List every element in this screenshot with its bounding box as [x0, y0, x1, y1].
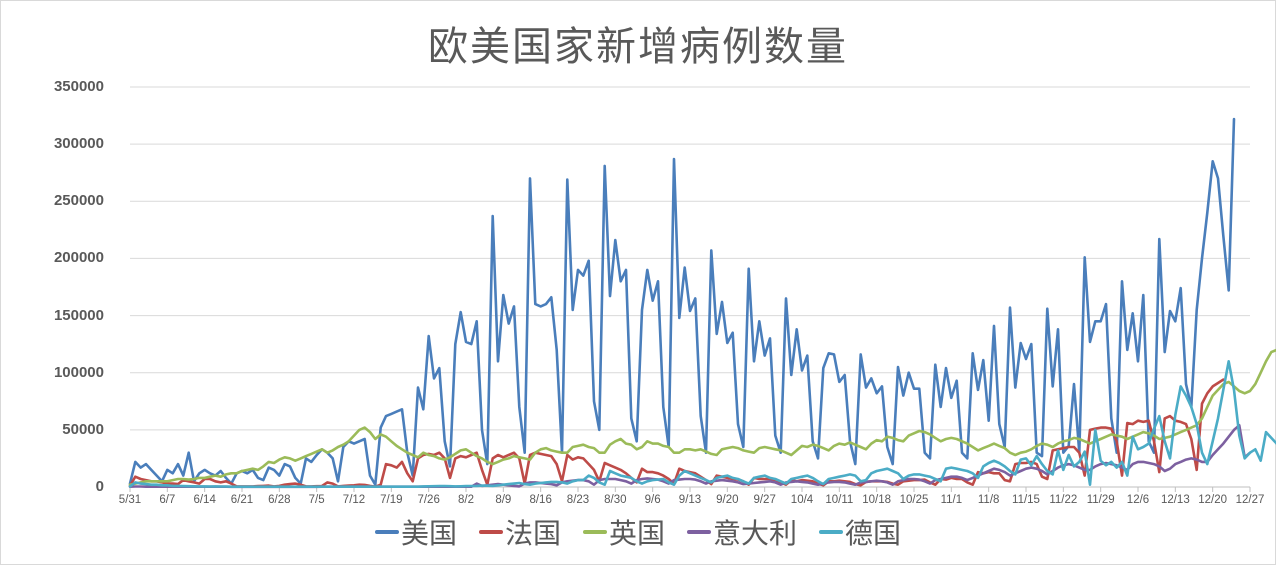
legend-label: 意大利 — [713, 517, 798, 550]
x-tick-label: 10/25 — [899, 494, 929, 506]
legend-label: 美国 — [400, 517, 457, 550]
x-tick-label: 12/20 — [1198, 494, 1228, 506]
series-line-0 — [128, 117, 1236, 487]
x-tick-label: 7/5 — [308, 494, 325, 506]
legend-swatch-icon — [582, 530, 607, 534]
x-tick-label: 9/6 — [644, 494, 661, 506]
x-tick-label: 12/6 — [1126, 494, 1150, 506]
y-tick-label: 50000 — [62, 420, 104, 438]
x-tick-label: 6/28 — [268, 494, 291, 506]
x-tick-label: 8/9 — [495, 494, 512, 506]
legend-label: 英国 — [608, 517, 665, 550]
y-tick-label: 250000 — [53, 192, 104, 210]
x-tick-label: 10/18 — [862, 494, 892, 506]
legend-item: 意大利 — [687, 512, 797, 552]
legend-item: 美国 — [374, 512, 457, 552]
legend-label: 法国 — [504, 517, 561, 550]
legend: 美国 法国 英国 意大利 德国 — [0, 512, 1276, 552]
y-tick-label: 100000 — [53, 363, 104, 381]
x-tick-label: 10/4 — [790, 494, 814, 506]
x-tick-label: 11/29 — [1086, 494, 1115, 506]
x-tick-label: 12/27 — [1235, 494, 1265, 506]
chart-title: 欧美国家新增病例数量 — [428, 24, 848, 70]
legend-swatch-icon — [819, 530, 844, 534]
series-line-2 — [128, 348, 1276, 487]
x-tick-label: 7/19 — [380, 494, 403, 506]
x-tick-label: 7/26 — [417, 494, 440, 506]
x-tick-label: 8/30 — [604, 494, 627, 506]
legend-swatch-icon — [687, 530, 711, 534]
x-tick-label: 8/23 — [566, 494, 590, 506]
y-tick-label: 300000 — [53, 135, 104, 153]
y-tick-label: 350000 — [53, 78, 104, 95]
x-tick-label: 7/12 — [342, 494, 366, 506]
x-tick-label: 10/11 — [825, 494, 854, 506]
legend-swatch-icon — [478, 530, 503, 534]
legend-label: 德国 — [845, 517, 902, 550]
x-tick-label: 9/13 — [678, 494, 702, 506]
x-tick-label: 6/14 — [193, 494, 216, 506]
x-tick-label: 5/31 — [118, 494, 142, 506]
legend-swatch-icon — [374, 530, 399, 534]
x-tick-label: 9/20 — [716, 494, 739, 506]
x-tick-label: 11/8 — [977, 494, 1000, 506]
x-tick-label: 6/7 — [159, 494, 176, 506]
x-tick-label: 8/2 — [458, 494, 474, 506]
legend-item: 德国 — [819, 512, 901, 552]
x-tick-label: 11/15 — [1012, 494, 1040, 506]
y-tick-label: 150000 — [53, 306, 104, 324]
x-tick-label: 12/13 — [1160, 494, 1190, 506]
y-tick-label: 200000 — [53, 249, 104, 267]
series-line-4 — [128, 359, 1276, 489]
y-tick-label: 0 — [95, 478, 104, 495]
legend-item: 英国 — [582, 512, 665, 552]
x-tick-label: 9/27 — [753, 494, 776, 506]
x-tick-label: 6/21 — [230, 494, 254, 506]
x-tick-label: 8/16 — [529, 494, 552, 506]
series-line-1 — [128, 378, 1225, 489]
x-tick-label: 11/22 — [1049, 494, 1078, 506]
legend-item: 法国 — [478, 512, 561, 552]
x-tick-label: 11/1 — [940, 494, 963, 506]
